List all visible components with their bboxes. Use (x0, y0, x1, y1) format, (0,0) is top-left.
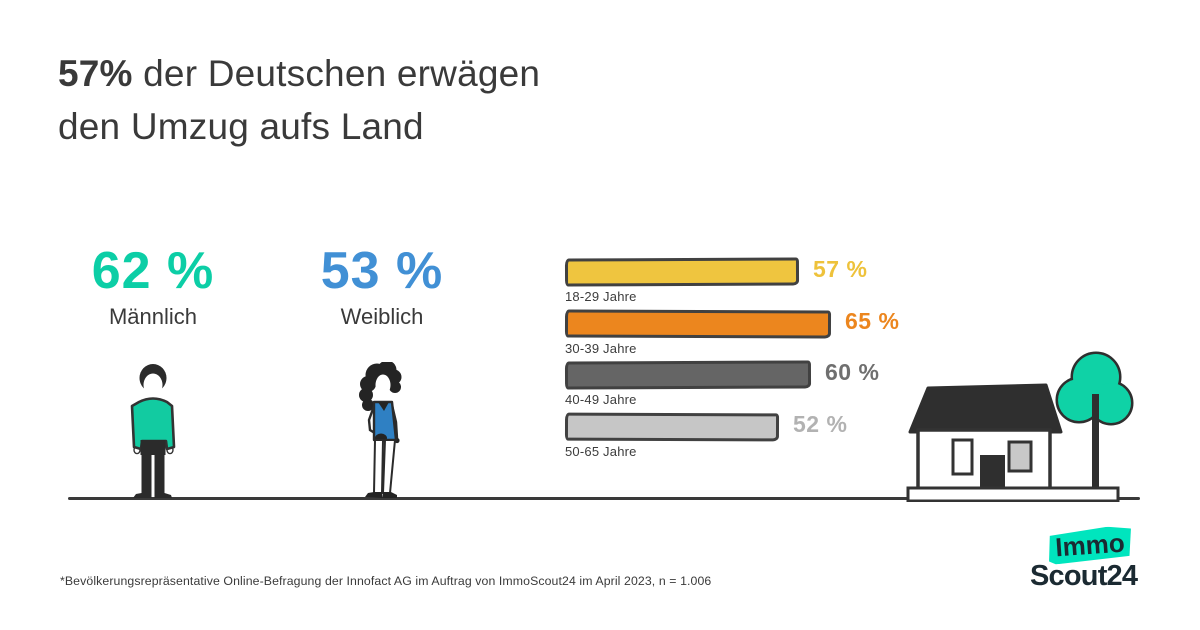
bar-row-18-29: 57 % 18-29 Jahre (564, 256, 925, 304)
female-collar (378, 402, 389, 411)
headline-line1-rest: der Deutschen erwägen (132, 53, 541, 94)
male-hips (140, 440, 166, 455)
bar-value-30-39: 65 % (845, 307, 900, 334)
bar-row-30-39: 65 % 30-39 Jahre (564, 307, 925, 356)
male-right-leg (154, 452, 165, 493)
bar-18-29 (564, 257, 800, 287)
house-door (980, 455, 1005, 490)
stat-female: 53 % Weiblich (287, 243, 477, 330)
female-face (375, 374, 391, 396)
footnote: *Bevölkerungsrepräsentative Online-Befra… (60, 574, 712, 588)
logo-immo-badge: Immo (1047, 525, 1133, 565)
male-figure-icon (130, 364, 176, 498)
stat-female-value: 53 % (320, 242, 444, 300)
bar-40-49 (564, 360, 812, 390)
headline-stat: 57% (58, 53, 133, 94)
age-bar-chart: 57 % 18-29 Jahre 65 % 30-39 Jahre 60 % 4… (564, 256, 925, 464)
headline: 57% der Deutschen erwägen den Umzug aufs… (58, 47, 540, 153)
stat-male-value: 62 % (91, 242, 215, 300)
bar-label-30-39: 30-39 Jahre (565, 340, 637, 356)
logo-scout24-text: Scout24 (1030, 560, 1138, 592)
logo-immo-text: Immo (1054, 527, 1126, 562)
bar-value-18-29: 57 % (813, 256, 868, 282)
female-right-shoe (382, 492, 397, 498)
tree-trunk (1092, 394, 1099, 498)
bar-label-18-29: 18-29 Jahre (565, 289, 637, 304)
tree-icon (1055, 351, 1134, 498)
male-left-leg (141, 452, 152, 493)
house-window-left (951, 438, 974, 476)
female-left-shoe (365, 492, 382, 498)
stat-male-label: Männlich (108, 304, 198, 329)
immoscout24-logo: Immo Scout24 (1030, 528, 1150, 593)
male-left-foot (133, 493, 152, 498)
headline-line2: den Umzug aufs Land (58, 106, 424, 147)
bar-30-39 (564, 309, 832, 338)
bar-label-40-49: 40-49 Jahre (565, 392, 637, 407)
headline-line1: 57% der Deutschen erwägen (58, 47, 540, 100)
female-left-leg (373, 439, 384, 494)
stat-male: 62 % Männlich (58, 243, 248, 330)
male-right-foot (154, 493, 172, 498)
bar-row-50-65: 52 % 50-65 Jahre (564, 410, 925, 459)
male-face (143, 373, 163, 397)
ground-line (68, 497, 1140, 500)
bar-50-65 (564, 412, 780, 441)
bar-value-50-65: 52 % (793, 410, 848, 437)
bar-value-40-49: 60 % (825, 359, 880, 385)
house-base (906, 486, 1120, 502)
female-figure-icon (359, 362, 402, 498)
stat-female-label: Weiblich (340, 304, 424, 329)
house-window-right (1007, 440, 1033, 473)
house-roof (908, 383, 1063, 434)
bar-row-40-49: 60 % 40-49 Jahre (564, 359, 925, 407)
house-illustration (906, 351, 1134, 502)
bar-label-50-65: 50-65 Jahre (565, 443, 637, 459)
female-right-leg (382, 439, 396, 494)
